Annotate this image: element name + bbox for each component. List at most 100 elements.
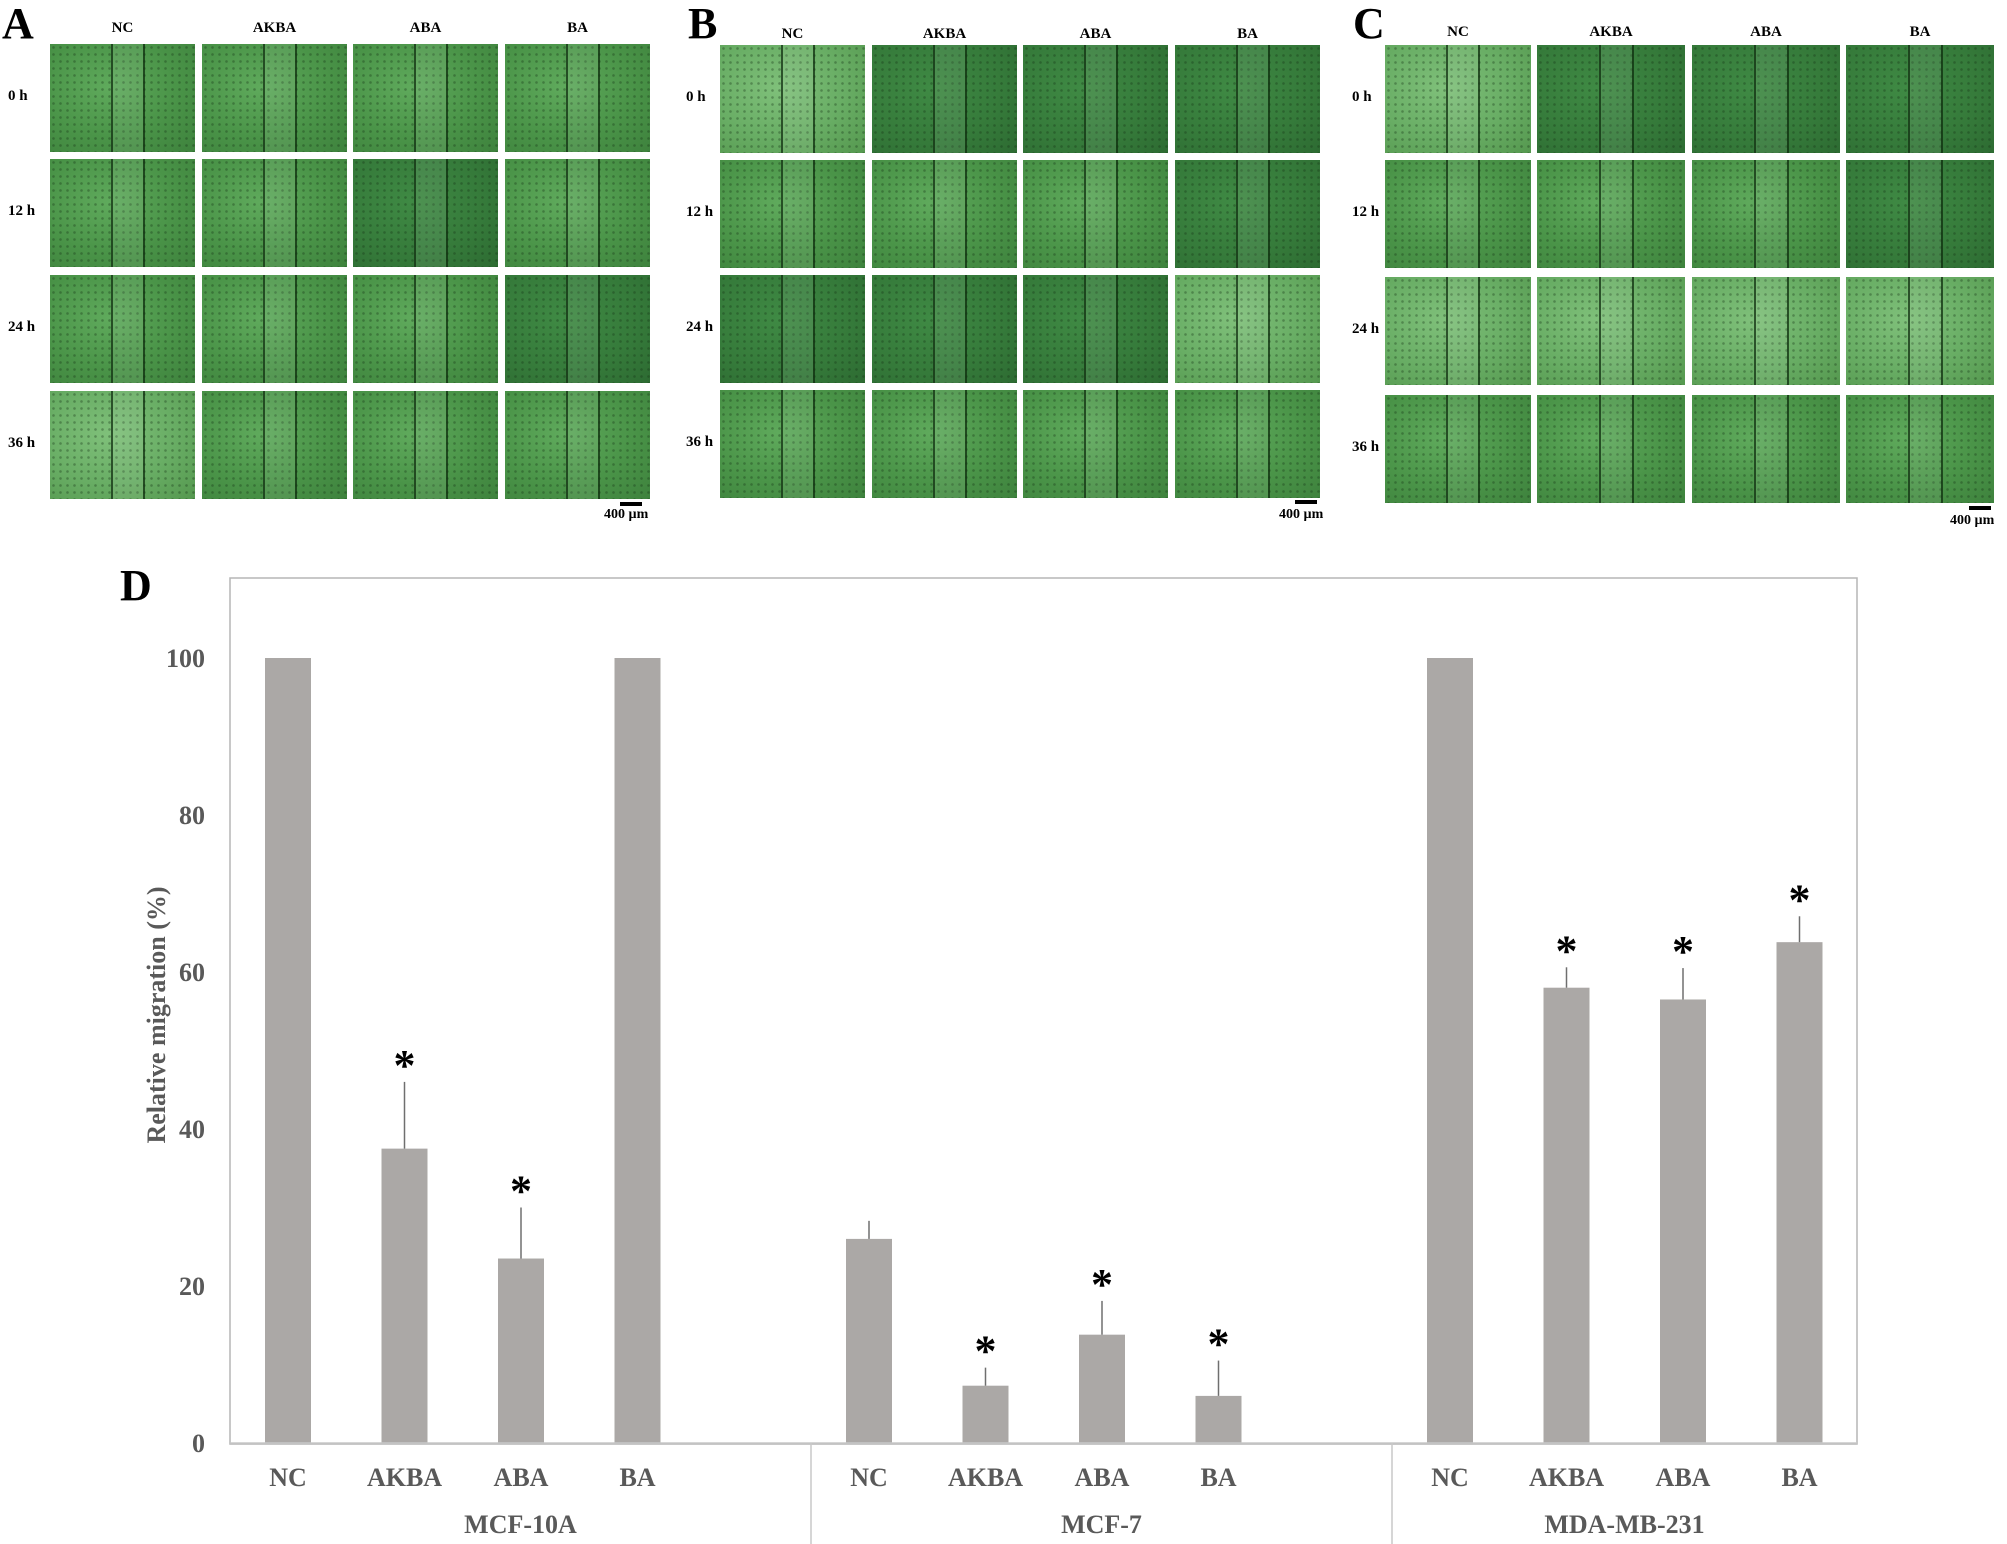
micrograph-b-akba-0h <box>872 45 1017 153</box>
micrograph-a-akba-36h <box>202 391 347 499</box>
scratch-edge-line <box>781 45 783 153</box>
scratch-edge-line <box>566 391 568 499</box>
micrograph-b-akba-36h <box>872 390 1017 498</box>
column-label-nc: NC <box>111 20 134 36</box>
micrograph-c-akba-24h <box>1537 277 1685 385</box>
micrograph-c-ba-0h <box>1846 45 1994 153</box>
micrograph-c-ba-12h <box>1846 160 1994 268</box>
row-label-36h: 36 h <box>8 435 36 451</box>
scratch-edge-line <box>1478 395 1480 503</box>
significance-asterisk: * <box>975 1327 997 1376</box>
scratch-edge-line <box>295 44 297 152</box>
column-label-akba: AKBA <box>252 20 297 36</box>
scratch-edge-line <box>263 159 265 267</box>
row-label-36h: 36 h <box>686 434 714 450</box>
scratch-edge-line <box>143 275 145 383</box>
x-tick-label: NC <box>269 1463 307 1492</box>
scale-bar <box>1295 500 1317 504</box>
micrograph-a-nc-24h <box>50 275 195 383</box>
scratch-edge-line <box>263 275 265 383</box>
scratch-edge-line <box>566 44 568 152</box>
group-label: MCF-7 <box>1061 1510 1142 1539</box>
significance-asterisk: * <box>1091 1260 1113 1309</box>
micrograph-c-aba-12h <box>1692 160 1840 268</box>
bar-mcf-10a-aba <box>498 1258 544 1443</box>
micrograph-c-nc-12h <box>1385 160 1531 268</box>
x-tick-label: BA <box>619 1463 655 1492</box>
micrograph-a-akba-24h <box>202 275 347 383</box>
significance-asterisk: * <box>1556 926 1578 975</box>
panel-letter-a: A <box>2 0 34 48</box>
x-tick-label: BA <box>1781 1463 1817 1492</box>
micrograph-b-nc-24h <box>720 275 865 383</box>
scale-bar-label: 400 µm <box>1950 513 1995 528</box>
x-tick-label: AKBA <box>948 1463 1023 1492</box>
panel-c: C NC AKBA ABA BA 0 h 12 h 24 h 36 h 400 µm <box>1338 0 2007 540</box>
micrograph-b-aba-0h <box>1023 45 1168 153</box>
micrograph-b-akba-12h <box>872 160 1017 268</box>
scratch-edge-line <box>1632 395 1634 503</box>
micrograph-a-nc-12h <box>50 159 195 267</box>
micrograph-a-aba-24h <box>353 275 498 383</box>
x-tick-label: NC <box>1431 1463 1469 1492</box>
scratch-edge-line <box>1236 275 1238 383</box>
scratch-edge-line <box>598 44 600 152</box>
significance-asterisk: * <box>394 1041 416 1090</box>
scratch-edge-line <box>1446 160 1448 268</box>
scratch-edge-line <box>295 275 297 383</box>
row-label-0h: 0 h <box>1352 89 1372 105</box>
scratch-edge-line <box>446 159 448 267</box>
scratch-edge-line <box>1116 275 1118 383</box>
column-label-akba: AKBA <box>1589 24 1633 40</box>
y-axis-label: Relative migration (%) <box>142 886 171 1143</box>
scratch-edge-line <box>1941 277 1943 385</box>
bar-mcf-10a-ba <box>614 658 661 1443</box>
scratch-edge-line <box>1787 45 1789 153</box>
column-label-aba: ABA <box>409 20 442 36</box>
scratch-edge-line <box>1754 395 1756 503</box>
significance-asterisk: * <box>510 1167 532 1216</box>
row-label-12h: 12 h <box>8 203 36 219</box>
bar-mcf-10a-nc <box>265 658 311 1443</box>
scratch-edge-line <box>598 159 600 267</box>
scale-bar <box>620 502 642 506</box>
scratch-edge-line <box>1632 160 1634 268</box>
scratch-edge-line <box>1787 160 1789 268</box>
group-label: MCF-10A <box>464 1510 577 1539</box>
y-tick-label: 100 <box>166 644 205 673</box>
micrograph-a-aba-36h <box>353 391 498 499</box>
scratch-edge-line <box>813 45 815 153</box>
scratch-edge-line <box>1236 390 1238 498</box>
bar-mda-mb-231-nc <box>1427 658 1473 1443</box>
scratch-edge-line <box>1599 277 1601 385</box>
y-tick-label: 60 <box>179 958 205 987</box>
scratch-edge-line <box>143 391 145 499</box>
bar-mcf-7-ba <box>1195 1395 1242 1443</box>
micrograph-a-nc-36h <box>50 391 195 499</box>
scratch-edge-line <box>446 44 448 152</box>
micrograph-c-nc-24h <box>1385 277 1531 385</box>
scratch-edge-line <box>414 159 416 267</box>
micrograph-a-ba-12h <box>505 159 650 267</box>
scratch-edge-line <box>1268 390 1270 498</box>
scratch-edge-line <box>1268 160 1270 268</box>
micrograph-b-aba-24h <box>1023 275 1168 383</box>
scratch-edge-line <box>1084 45 1086 153</box>
micrograph-b-aba-36h <box>1023 390 1168 498</box>
micrograph-a-akba-0h <box>202 44 347 152</box>
scratch-edge-line <box>598 275 600 383</box>
micrograph-a-nc-0h <box>50 44 195 152</box>
column-label-nc: NC <box>781 26 804 42</box>
scratch-edge-line <box>1446 45 1448 153</box>
scratch-edge-line <box>1599 160 1601 268</box>
bar-mda-mb-231-aba <box>1660 999 1706 1443</box>
scale-bar <box>1969 506 1991 510</box>
scratch-edge-line <box>1446 277 1448 385</box>
scratch-edge-line <box>414 391 416 499</box>
micrograph-c-aba-24h <box>1692 277 1840 385</box>
scratch-edge-line <box>813 275 815 383</box>
row-label-36h: 36 h <box>1352 439 1380 455</box>
scratch-edge-line <box>781 390 783 498</box>
scratch-edge-line <box>1754 45 1756 153</box>
micrograph-c-ba-24h <box>1846 277 1994 385</box>
